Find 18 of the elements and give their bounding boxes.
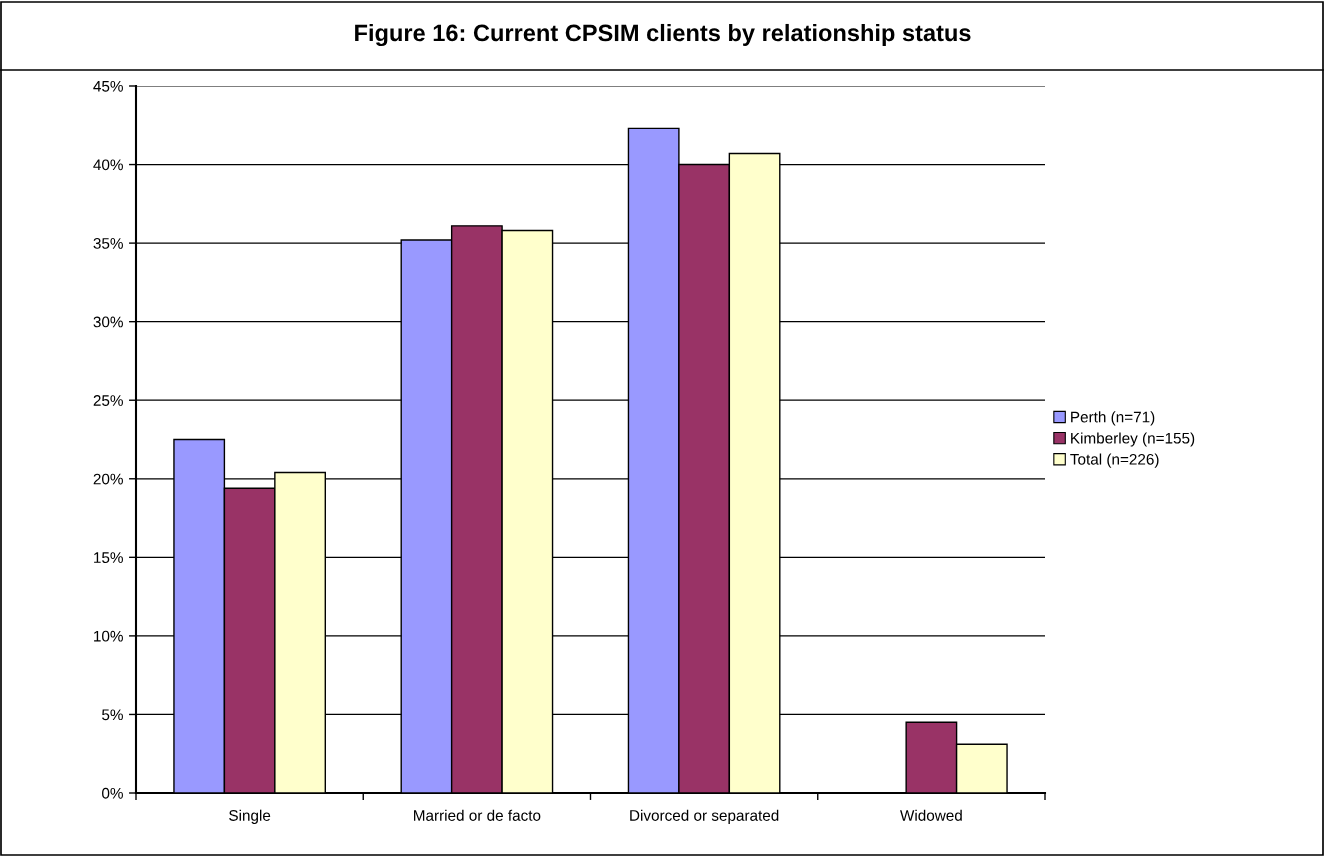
x-tick-label: Widowed xyxy=(900,809,962,821)
y-tick-label: 25% xyxy=(93,395,123,406)
y-tick-label: 5% xyxy=(102,709,123,721)
x-tick-label: Married or de facto xyxy=(414,809,541,821)
legend-label: Kimberley (n=155) xyxy=(1071,432,1195,447)
legend-label: Perth (n=71) xyxy=(1071,411,1155,426)
y-tick-label: 10% xyxy=(94,630,123,642)
x-tick-label: Single xyxy=(229,809,271,824)
x-tick-label: Divorced or separated xyxy=(630,809,779,824)
y-tick-label: 15% xyxy=(94,552,123,564)
legend-label: Total (n=226) xyxy=(1070,453,1159,468)
y-tick-label: 35% xyxy=(93,237,123,249)
y-tick-label: 30% xyxy=(93,316,123,328)
y-tick-label: 40% xyxy=(93,159,123,171)
y-tick-label: 0% xyxy=(102,787,123,799)
y-tick-label: 45% xyxy=(93,80,123,92)
chart-title: Figure 16: Current CPSIM clients by relationship status xyxy=(355,23,971,47)
y-tick-label: 20% xyxy=(93,473,123,485)
